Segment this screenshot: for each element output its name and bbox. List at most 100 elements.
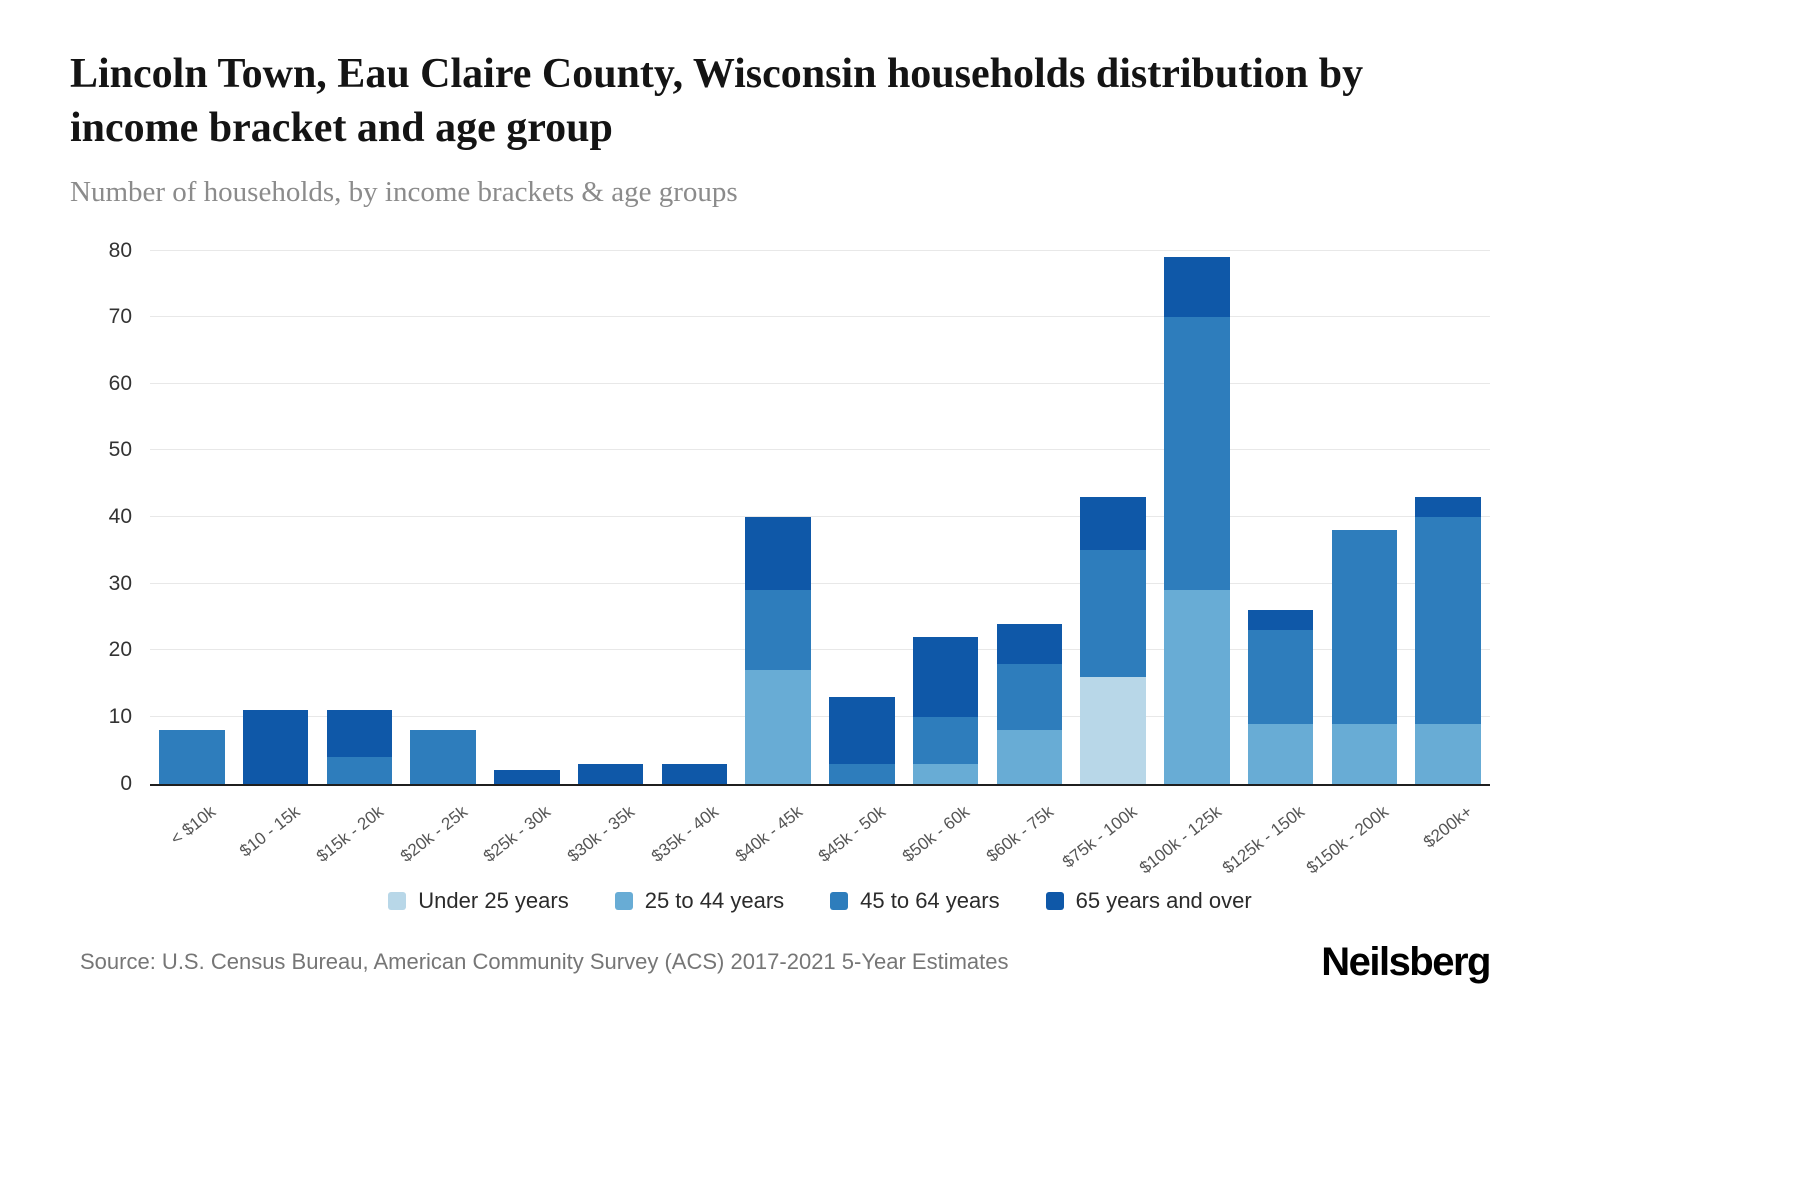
y-axis-tick-label: 40 xyxy=(108,505,132,528)
x-axis-tick-label: $10 - 15k xyxy=(235,801,304,861)
x-axis-tick-label: $60k - 75k xyxy=(982,801,1058,866)
bar-segment[interactable] xyxy=(745,670,811,784)
bar-column xyxy=(1406,251,1490,784)
y-axis-tick-label: 60 xyxy=(108,371,132,395)
bar-segment[interactable] xyxy=(1415,517,1481,724)
bar-column xyxy=(569,251,653,784)
bar-column xyxy=(1155,251,1239,784)
x-axis-tick: $45k - 50k xyxy=(815,786,904,882)
bar-segment[interactable] xyxy=(1247,610,1314,631)
x-axis-tick-label: $200k+ xyxy=(1419,801,1476,852)
x-axis-tick-label: $20k - 25k xyxy=(396,801,471,866)
bar-segment[interactable] xyxy=(577,763,644,784)
bar-segment[interactable] xyxy=(326,710,393,757)
x-axis-tick-label: $40k - 45k xyxy=(731,801,806,866)
legend-label: 65 years and over xyxy=(1075,887,1252,913)
y-axis-tick-label: 70 xyxy=(108,305,132,329)
bar-column xyxy=(1239,251,1323,784)
bar-segment[interactable] xyxy=(745,590,811,671)
y-axis-tick-label: 20 xyxy=(108,638,132,662)
legend-item[interactable]: 65 years and over xyxy=(1045,887,1252,914)
legend-label: Under 25 years xyxy=(418,887,569,913)
x-axis-tick: $150k - 200k xyxy=(1303,786,1407,882)
bar-segment[interactable] xyxy=(1247,630,1314,724)
gridline xyxy=(150,449,1490,451)
gridline xyxy=(150,649,1490,651)
bar-segment[interactable] xyxy=(912,716,979,764)
bar-segment[interactable] xyxy=(410,730,476,784)
page: Lincoln Town, Eau Claire County, Wiscons… xyxy=(70,51,1491,984)
x-axis-labels: < $10k $10 - 15k $15k - 20k $20k - 25k $25k … xyxy=(150,786,1490,882)
bar-segment[interactable] xyxy=(1080,676,1146,784)
x-axis-tick: $10 - 15k xyxy=(234,786,318,882)
plot-area: 0 10 20 30 40 50 60 70 80 xyxy=(109,239,1490,795)
x-axis-tick: $60k - 75k xyxy=(983,786,1072,882)
gridline xyxy=(150,516,1490,517)
bar-segment[interactable] xyxy=(829,696,895,764)
bar-column xyxy=(150,251,234,784)
chart-subtitle: Number of households, by income brackets… xyxy=(70,175,738,208)
x-axis-tick: < $10k xyxy=(150,786,234,882)
gridline xyxy=(150,582,1490,584)
legend-label: 25 to 44 years xyxy=(644,887,785,913)
bar-column xyxy=(234,251,318,784)
bar-segment[interactable] xyxy=(326,756,393,784)
bar-segment[interactable] xyxy=(1331,723,1398,784)
x-axis-tick: $50k - 60k xyxy=(899,786,988,882)
bar-segment[interactable] xyxy=(912,636,979,717)
y-axis-tick-label: 10 xyxy=(108,704,132,728)
y-axis-tick-label: 50 xyxy=(108,438,132,462)
bar-column xyxy=(485,251,569,784)
x-axis-tick-label: $15k - 20k xyxy=(312,801,388,866)
legend-swatch-icon xyxy=(614,891,633,910)
bar-segment[interactable] xyxy=(996,623,1063,664)
x-axis-tick: $20k - 25k xyxy=(397,786,485,882)
bar-segment[interactable] xyxy=(1164,317,1230,591)
bar-segment[interactable] xyxy=(661,763,728,784)
bar-segment[interactable] xyxy=(912,763,979,784)
bar-segment[interactable] xyxy=(1080,550,1146,677)
bar-column xyxy=(820,251,904,784)
legend-swatch-icon xyxy=(830,891,849,910)
x-axis-tick-label: $75k - 100k xyxy=(1059,801,1141,872)
bar-segment[interactable] xyxy=(996,730,1063,784)
bar-segment[interactable] xyxy=(1080,497,1146,551)
bar-segment[interactable] xyxy=(494,770,560,784)
legend-swatch-icon xyxy=(388,891,407,910)
gridline xyxy=(150,249,1490,251)
x-axis-tick: $25k - 30k xyxy=(480,786,569,882)
x-axis-tick-label: $45k - 50k xyxy=(815,801,890,866)
bar-column xyxy=(988,251,1072,784)
x-axis-tick: $40k - 45k xyxy=(732,786,820,882)
legend-item[interactable]: 25 to 44 years xyxy=(614,887,785,914)
bar-column xyxy=(1323,251,1407,784)
bar-segment[interactable] xyxy=(829,763,895,784)
gridline xyxy=(150,382,1490,384)
page-title: Lincoln Town, Eau Claire County, Wiscons… xyxy=(70,51,1364,151)
legend-item[interactable]: 45 to 64 years xyxy=(830,888,1000,914)
bar-column xyxy=(401,251,485,784)
bar-column xyxy=(1071,251,1155,784)
gridline xyxy=(150,715,1490,717)
bar-segment[interactable] xyxy=(1415,723,1481,784)
x-axis-tick: $35k - 40k xyxy=(648,786,737,882)
bar-segment[interactable] xyxy=(159,730,225,784)
source-attribution: Source: U.S. Census Bureau, American Com… xyxy=(80,949,1009,974)
bar-segment[interactable] xyxy=(1247,723,1314,784)
x-axis-tick-label: $50k - 60k xyxy=(899,801,974,866)
legend-swatch-icon xyxy=(1045,891,1064,910)
bar-segment[interactable] xyxy=(745,517,811,591)
bar-column xyxy=(653,251,737,784)
bar-segment[interactable] xyxy=(242,710,309,784)
x-axis-tick-label: < $10k xyxy=(167,801,220,849)
bar-segment[interactable] xyxy=(1164,257,1230,318)
bar-segment[interactable] xyxy=(1331,530,1398,724)
y-axis-tick-label: 80 xyxy=(108,238,132,262)
y-axis-tick-label: 0 xyxy=(120,771,132,795)
legend-item[interactable]: Under 25 years xyxy=(388,887,569,914)
bar-segment[interactable] xyxy=(1164,590,1230,784)
bar-segment[interactable] xyxy=(996,663,1063,731)
neilsberg-logo: Neilsberg xyxy=(1321,939,1491,984)
gridline xyxy=(150,316,1490,318)
bar-segment[interactable] xyxy=(1415,497,1481,518)
